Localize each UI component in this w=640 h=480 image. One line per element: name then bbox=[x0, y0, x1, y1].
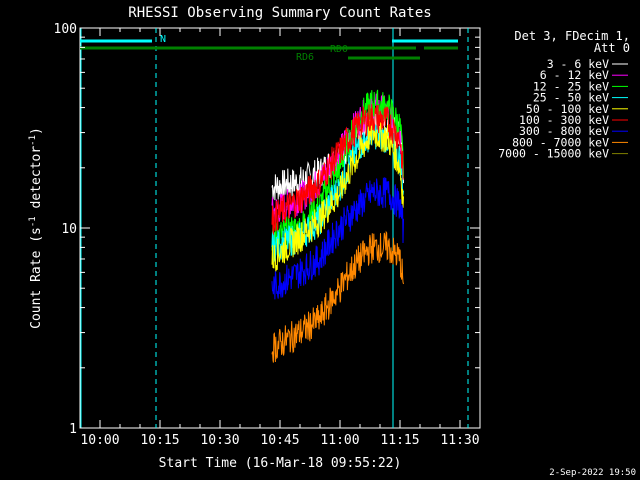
y-axis-label: Count Rate (s-1 detector-1) bbox=[28, 127, 44, 329]
legend-label: 50 - 100 keV bbox=[526, 102, 609, 116]
x-tick-label: 10:30 bbox=[200, 433, 239, 448]
legend-header-line-1: Det 3, FDecim 1, bbox=[514, 29, 630, 43]
legend-label: 12 - 25 keV bbox=[533, 79, 609, 93]
y-tick-label: 1 bbox=[69, 422, 77, 437]
state-bar-label: RD6 bbox=[296, 52, 314, 63]
legend-label: 25 - 50 keV bbox=[533, 91, 609, 105]
state-bar-label: N bbox=[160, 34, 166, 45]
legend-label: 800 - 7000 keV bbox=[512, 135, 609, 149]
x-tick-label: 11:30 bbox=[440, 433, 479, 448]
series-line bbox=[271, 177, 404, 300]
chart-title: RHESSI Observing Summary Count Rates bbox=[128, 5, 431, 21]
legend-label: 6 - 12 keV bbox=[540, 68, 609, 82]
series-line bbox=[271, 104, 404, 236]
series-line bbox=[271, 118, 404, 272]
legend-label: 7000 - 15000 keV bbox=[498, 147, 609, 161]
y-tick-label: 100 bbox=[54, 22, 77, 37]
y-axis-label-end: ) bbox=[29, 127, 44, 135]
legend-header-line-2: Att 0 bbox=[594, 41, 630, 55]
x-tick-label: 11:15 bbox=[380, 433, 419, 448]
y-axis-label-mid: detector bbox=[29, 146, 44, 217]
legend-label: 100 - 300 keV bbox=[519, 113, 609, 127]
x-tick-label: 10:15 bbox=[140, 433, 179, 448]
date-stamp: 2-Sep-2022 19:50 bbox=[549, 468, 636, 478]
state-bars: N RD0 RD6 bbox=[80, 34, 458, 63]
y-axis-label-sup1: -1 bbox=[28, 216, 38, 227]
y-axis-label-main: Count Rate (s bbox=[29, 227, 44, 329]
x-tick-label: 10:45 bbox=[260, 433, 299, 448]
series-layer bbox=[271, 89, 404, 363]
y-tick-label: 10 bbox=[61, 222, 77, 237]
series-line bbox=[271, 230, 404, 363]
legend-label: 3 - 6 keV bbox=[547, 57, 609, 71]
x-axis-label: Start Time (16-Mar-18 09:55:22) bbox=[159, 456, 402, 471]
x-tick-label: 11:00 bbox=[320, 433, 359, 448]
y-axis-label-sup2: -1 bbox=[28, 135, 38, 146]
axes: 10:00 10:15 10:30 10:45 11:00 11:15 11:30 1 10 10… bbox=[54, 22, 481, 448]
legend-label: 300 - 800 keV bbox=[519, 124, 609, 138]
x-tick-label: 10:00 bbox=[80, 433, 119, 448]
state-bar-label: RD0 bbox=[330, 44, 348, 55]
